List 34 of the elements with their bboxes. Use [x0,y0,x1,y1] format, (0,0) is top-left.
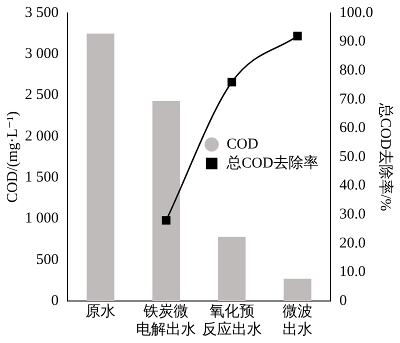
y2-tick-label: 70.0 [339,91,366,108]
y2-tick-label: 10.0 [339,264,366,280]
x-tick-label: 铁炭微电解出水 [136,302,196,338]
legend-label: 总COD去除率 [226,154,318,172]
y2-tick-label: 50.0 [339,148,366,165]
point [293,32,302,40]
bar [152,101,180,301]
y2-tick-label: 40.0 [339,178,366,194]
y-tick-label: 3 000 [24,46,59,62]
bar [284,278,312,301]
y-tick-label: 2 000 [24,128,59,144]
y-axis-title: COD/(mg·L⁻¹) [4,111,21,203]
y-tick-label: 500 [36,252,59,268]
y2-axis-title: 总COD去除率/% [377,102,394,212]
point [162,216,170,225]
x-tick-label: 氧化预反应出水 [202,302,262,338]
y2-tick-label: 30.0 [339,206,366,223]
y-tick-label: 1 000 [24,210,59,227]
y-tick-label: 2 500 [24,87,59,104]
bar [86,34,114,301]
y-tick-label: 3 500 [24,4,59,21]
y2-tick-label: 0 [339,292,347,309]
y2-tick-label: 80.0 [339,62,366,79]
point [228,78,236,86]
y2-tick-label: 60.0 [339,120,366,136]
y2-tick-label: 20.0 [339,235,366,252]
y-tick-label: 0 [51,292,59,309]
y2-tick-label: 90.0 [339,34,366,50]
bar [218,236,246,301]
y2-tick-label: 100.0 [339,4,374,21]
x-tick-label: 原水 [86,302,116,320]
y-tick-label: 1 500 [24,170,59,186]
legend-label: COD [226,136,258,152]
x-tick-label: 微波出水 [282,302,312,338]
